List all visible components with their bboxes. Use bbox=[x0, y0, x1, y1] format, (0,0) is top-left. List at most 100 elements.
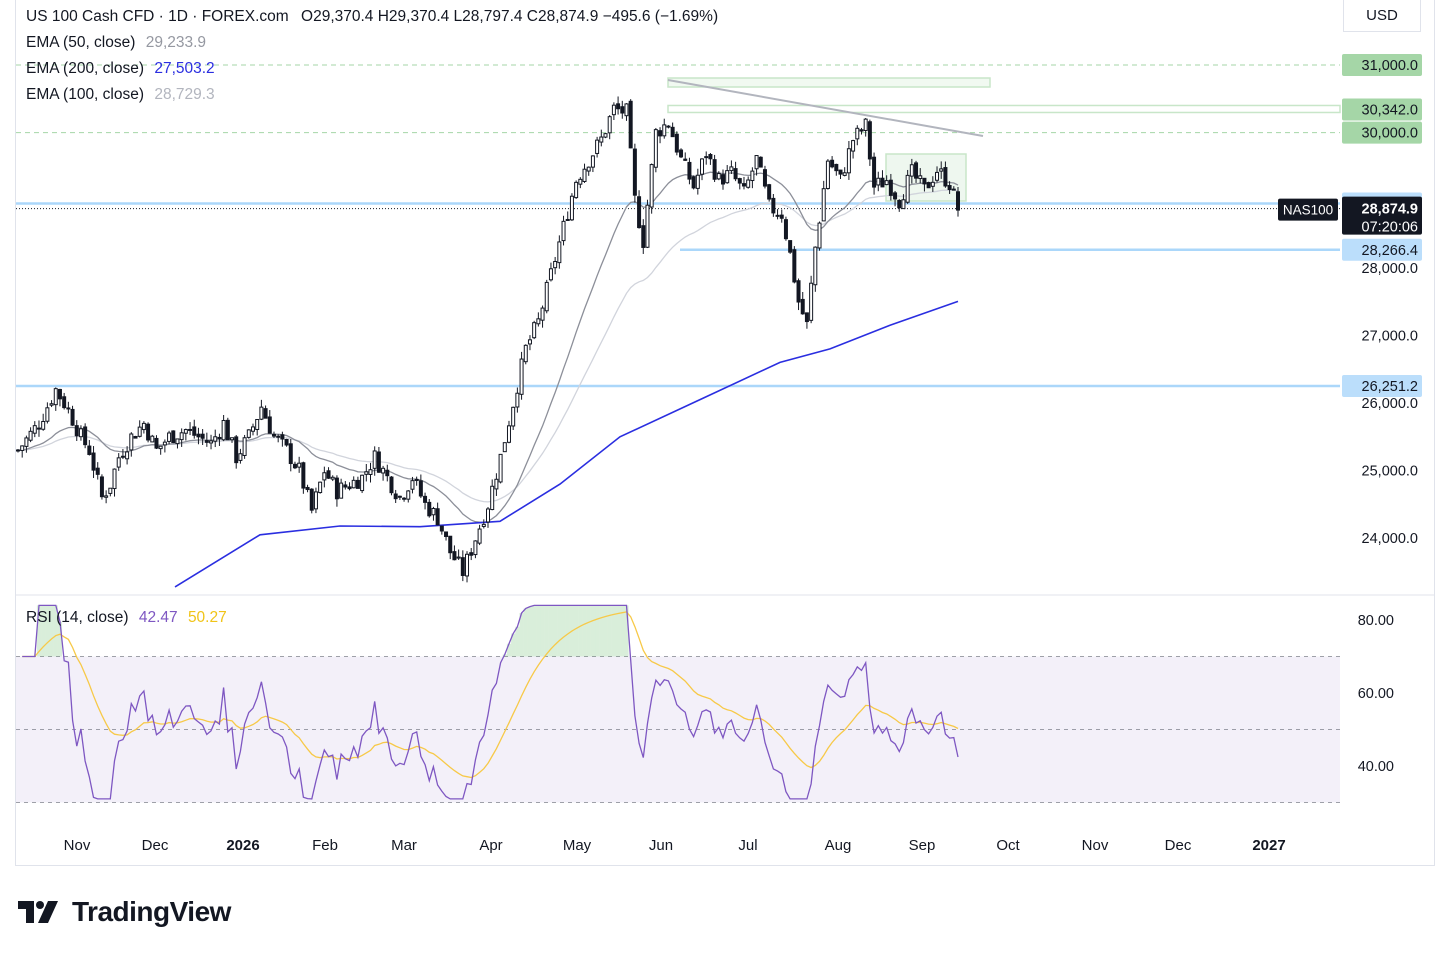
candle-body bbox=[477, 528, 482, 544]
candle-body bbox=[326, 470, 331, 479]
rsi-legend[interactable]: RSI (14, close) 42.47 50.27 bbox=[26, 609, 227, 627]
candle-body bbox=[297, 462, 302, 468]
rsi-axis-tick: 80.00 bbox=[1358, 613, 1394, 629]
candle-body bbox=[431, 507, 436, 516]
candle-body bbox=[893, 192, 898, 200]
candle-body bbox=[288, 443, 293, 465]
candle-body bbox=[922, 177, 927, 185]
ema200-value: 27,503.2 bbox=[154, 60, 215, 77]
candle-body bbox=[532, 322, 537, 339]
candle-body bbox=[704, 156, 709, 159]
candle-body bbox=[607, 116, 612, 134]
candle-body bbox=[750, 170, 755, 182]
candle-body bbox=[914, 162, 919, 179]
candle-body bbox=[234, 436, 239, 464]
candle-body bbox=[817, 222, 822, 249]
candle-body bbox=[700, 158, 705, 175]
rsi-label: RSI (14, close) bbox=[26, 609, 129, 626]
candle-body bbox=[830, 159, 835, 168]
time-axis-label: Oct bbox=[996, 837, 1020, 854]
rsi-ma-value: 50.27 bbox=[187, 609, 227, 626]
time-axis-label: Dec bbox=[1165, 837, 1192, 854]
ema50-legend[interactable]: EMA (50, close) 29,233.9 bbox=[26, 30, 718, 56]
currency-button[interactable]: USD bbox=[1343, 0, 1421, 32]
candle-body bbox=[758, 156, 763, 168]
price-label: 30,342.0 bbox=[1362, 102, 1418, 118]
price-axis-tick: 28,000.0 bbox=[1362, 261, 1418, 277]
candle-body bbox=[351, 479, 356, 489]
candle-body bbox=[670, 126, 675, 138]
candle-body bbox=[616, 103, 621, 110]
candle-body bbox=[502, 442, 507, 453]
candle-body bbox=[251, 426, 255, 432]
symbol-tag bbox=[1278, 198, 1338, 221]
candle-body bbox=[498, 453, 503, 483]
candle-body bbox=[599, 136, 604, 143]
price-label-bg bbox=[1342, 121, 1422, 144]
candle-body bbox=[116, 457, 121, 468]
candle-body bbox=[305, 486, 310, 491]
price-label-bg bbox=[1342, 98, 1422, 121]
tradingview-logo-icon bbox=[18, 901, 58, 923]
candle-body bbox=[410, 480, 415, 490]
candle-body bbox=[301, 462, 306, 489]
candle-body bbox=[825, 160, 830, 189]
candle-body bbox=[574, 181, 579, 199]
candle-body bbox=[397, 495, 402, 498]
candle-body bbox=[561, 220, 566, 242]
candle-body bbox=[595, 139, 600, 154]
candle-body bbox=[897, 199, 902, 209]
candle-body bbox=[548, 268, 553, 281]
ema200-legend[interactable]: EMA (200, close) 27,503.2 bbox=[26, 56, 718, 82]
candle-body bbox=[872, 156, 877, 188]
candle-body bbox=[70, 408, 75, 426]
price-label: 26,251.2 bbox=[1362, 379, 1418, 395]
rsi-band bbox=[16, 656, 1340, 803]
ema50-line bbox=[17, 171, 959, 524]
level-zone-30342 bbox=[667, 104, 1341, 114]
candle-body bbox=[804, 312, 809, 323]
candle-body bbox=[99, 476, 104, 498]
candle-body bbox=[821, 188, 826, 222]
candle-body bbox=[679, 149, 684, 158]
price-label-bg bbox=[1342, 54, 1422, 76]
candle-body bbox=[783, 219, 788, 240]
candle-body bbox=[104, 495, 109, 498]
symbol-tag-label: NAS100 bbox=[1283, 203, 1333, 218]
candle-body bbox=[939, 168, 944, 172]
ema50-label: EMA (50, close) bbox=[26, 34, 136, 51]
time-axis-label: Nov bbox=[1082, 837, 1109, 854]
candle-body bbox=[834, 163, 839, 172]
candle-body bbox=[376, 451, 381, 473]
candle-body bbox=[271, 433, 276, 437]
candle-body bbox=[230, 437, 235, 441]
candle-body bbox=[355, 479, 360, 489]
candle-body bbox=[129, 433, 134, 451]
symbol-title[interactable]: US 100 Cash CFD · 1D · FOREX.com bbox=[26, 8, 289, 25]
price-axis-tick: 27,000.0 bbox=[1362, 328, 1418, 344]
candle-body bbox=[45, 407, 50, 422]
candle-body bbox=[62, 396, 67, 409]
candle-body bbox=[469, 552, 474, 556]
time-axis-label: 2027 bbox=[1252, 837, 1285, 854]
consolidation-box bbox=[885, 153, 967, 202]
candle-body bbox=[754, 155, 759, 170]
symbol-row[interactable]: US 100 Cash CFD · 1D · FOREX.com O29,370… bbox=[26, 4, 718, 30]
candle-body bbox=[120, 455, 125, 458]
candle-body bbox=[905, 174, 910, 203]
candle-body bbox=[452, 551, 457, 561]
candle-body bbox=[133, 435, 138, 439]
candle-body bbox=[926, 182, 931, 189]
candle-body bbox=[511, 406, 516, 427]
candle-body bbox=[406, 490, 411, 500]
candle-body bbox=[465, 553, 470, 577]
time-axis-label: Nov bbox=[64, 837, 91, 854]
time-axis-label: May bbox=[563, 837, 592, 854]
candle-body bbox=[83, 426, 88, 446]
candle-body bbox=[486, 508, 490, 523]
candle-body bbox=[586, 166, 591, 172]
tradingview-logo[interactable]: TradingView bbox=[18, 896, 231, 928]
candle-body bbox=[389, 476, 394, 494]
ema100-legend[interactable]: EMA (100, close) 28,729.3 bbox=[26, 82, 718, 108]
